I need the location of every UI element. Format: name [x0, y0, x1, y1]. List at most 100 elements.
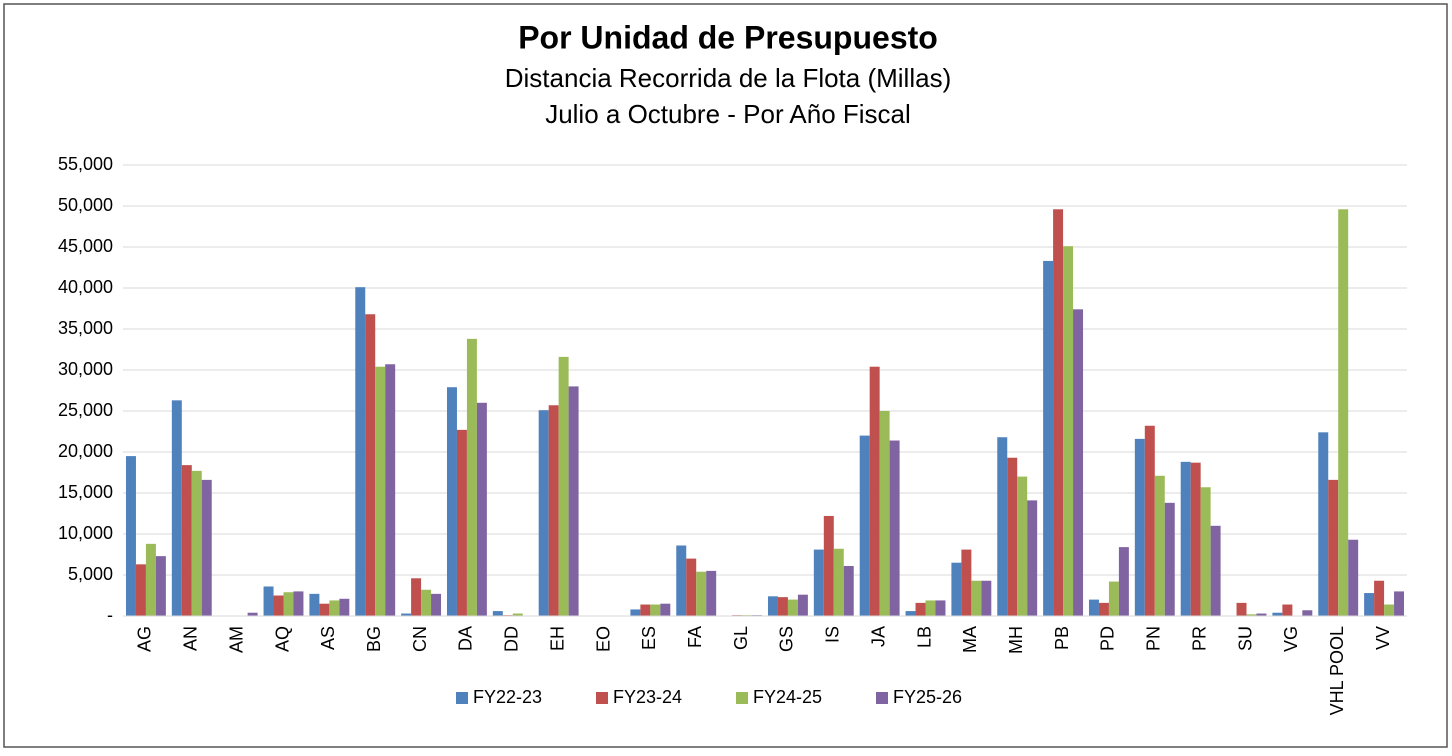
bar	[558, 356, 569, 616]
bar	[1043, 260, 1054, 616]
bar	[879, 411, 890, 616]
bar	[915, 602, 926, 616]
legend-label: FY24-25	[753, 687, 822, 707]
bar	[787, 599, 798, 616]
bar	[548, 405, 559, 616]
bar	[905, 611, 916, 616]
chart-title: Por Unidad de Presupuesto	[518, 19, 938, 55]
bar	[859, 435, 870, 616]
y-tick-label: 50,000	[58, 195, 113, 215]
y-tick-label: 15,000	[58, 482, 113, 502]
bar	[421, 589, 432, 616]
bar	[568, 386, 579, 616]
bar	[630, 609, 641, 616]
bar	[797, 594, 808, 616]
bar	[640, 604, 651, 616]
bar	[823, 515, 834, 616]
bar	[263, 586, 274, 616]
chart-subtitle: Distancia Recorrida de la Flota (Millas)	[505, 63, 951, 93]
bar	[135, 564, 146, 616]
bar	[293, 591, 304, 616]
bar	[869, 366, 880, 616]
bar	[997, 437, 1008, 616]
bar	[1210, 525, 1221, 616]
bar	[385, 364, 396, 616]
bar	[1364, 593, 1375, 616]
x-tick-label: CN	[410, 626, 430, 652]
bar	[1134, 438, 1145, 616]
x-tick-label: PB	[1052, 626, 1072, 650]
bar	[686, 558, 697, 616]
x-tick-label: BG	[364, 626, 384, 652]
bar	[1007, 457, 1018, 616]
bar	[676, 545, 687, 616]
bar	[466, 338, 477, 616]
y-tick-label: 55,000	[58, 154, 113, 174]
bar	[492, 611, 503, 616]
y-tick-label: 25,000	[58, 400, 113, 420]
x-tick-label: PD	[1098, 626, 1118, 651]
y-tick-label: 5,000	[68, 564, 113, 584]
x-tick-label: EH	[547, 626, 567, 651]
bar	[1236, 602, 1247, 616]
bar	[813, 549, 824, 616]
bar	[1088, 599, 1099, 616]
legend-swatch	[876, 692, 888, 704]
bar	[339, 598, 350, 616]
bar	[660, 603, 671, 616]
bar	[1108, 581, 1119, 616]
x-tick-label: PN	[1144, 626, 1164, 651]
bar	[1318, 432, 1329, 616]
bar	[355, 287, 366, 616]
y-tick-label: 35,000	[58, 318, 113, 338]
bar	[1282, 604, 1293, 616]
bar	[1063, 246, 1074, 616]
bar	[650, 604, 661, 616]
y-tick-label: 20,000	[58, 441, 113, 461]
bar	[319, 603, 330, 616]
bar	[171, 400, 182, 616]
bar	[247, 612, 258, 616]
bar	[833, 548, 844, 616]
x-tick-label: GL	[731, 626, 751, 650]
y-tick-label: 10,000	[58, 523, 113, 543]
bar	[1053, 209, 1064, 616]
x-tick-label: AG	[135, 626, 155, 652]
x-tick-label: PR	[1189, 626, 1209, 651]
x-tick-label: AN	[181, 626, 201, 651]
x-tick-label: IS	[823, 626, 843, 643]
bar	[283, 592, 294, 616]
bar	[1190, 462, 1201, 616]
x-tick-label: MH	[1006, 626, 1026, 654]
x-tick-label: MA	[960, 626, 980, 653]
legend-label: FY22-23	[473, 687, 542, 707]
legend-swatch	[736, 692, 748, 704]
bar	[375, 366, 386, 616]
bar	[696, 571, 707, 616]
bar	[191, 470, 202, 616]
bar	[1328, 479, 1339, 616]
bar	[476, 402, 487, 616]
bar	[538, 410, 549, 616]
legend-swatch	[596, 692, 608, 704]
x-tick-label: LB	[914, 626, 934, 648]
bar	[981, 580, 992, 616]
bar	[145, 543, 156, 616]
bar	[1180, 461, 1191, 616]
y-tick-label: -	[107, 605, 113, 625]
x-tick-label: VG	[1281, 626, 1301, 652]
bar	[155, 556, 166, 616]
bar	[401, 613, 412, 616]
bar	[706, 570, 717, 616]
chart-border	[3, 3, 1448, 748]
bar	[1374, 580, 1385, 616]
x-tick-label: DD	[502, 626, 522, 652]
x-tick-label: VHL POOL	[1327, 626, 1347, 715]
x-tick-label: JA	[868, 626, 888, 647]
bar	[1098, 602, 1109, 616]
bar	[1017, 476, 1028, 616]
bar	[1027, 500, 1038, 616]
bar	[935, 600, 946, 616]
bar	[1144, 425, 1155, 616]
x-tick-label: GS	[777, 626, 797, 652]
